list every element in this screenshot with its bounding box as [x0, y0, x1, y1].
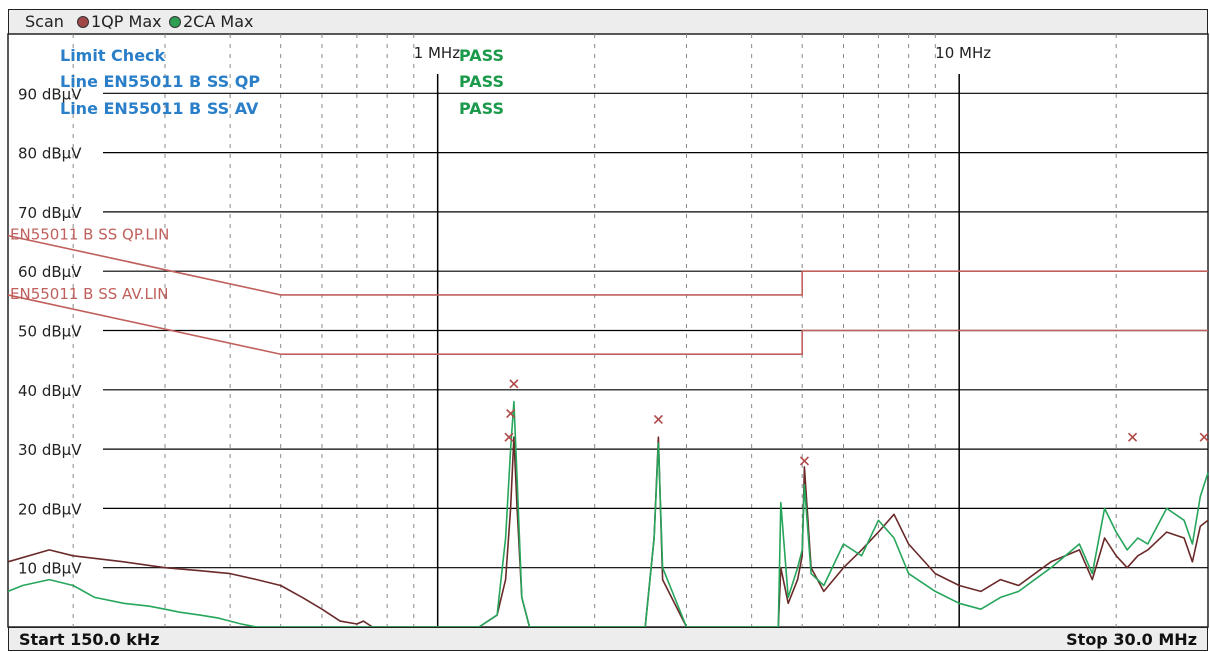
- peak-marker-stroke: [504, 432, 514, 442]
- y-tick-label: 30 dBµV: [18, 441, 82, 459]
- peak-marker-icon: [509, 379, 519, 389]
- x-tick-label: 10 MHz: [935, 44, 991, 62]
- legend-item-ca[interactable]: 2CA Max: [169, 12, 253, 31]
- peak-marker-icon: [506, 408, 516, 419]
- frequency-range-bar: Start 150.0 kHz Stop 30.0 MHz: [8, 627, 1208, 651]
- scan-header-bar: Scan 1QP Max 2CA Max: [8, 9, 1208, 35]
- legend-label-ca: 2CA Max: [183, 12, 254, 31]
- qp-trace-dot-icon: [77, 16, 89, 28]
- limit-check-row-qp-result: PASS: [459, 72, 504, 91]
- limit-line: [7, 294, 1208, 356]
- limit-lines: EN55011 B SS QP.LIN EN55011 B SS AV.LIN: [7, 226, 1208, 356]
- limit-check-row-qp-label: Line EN55011 B SS QP: [60, 72, 260, 91]
- y-tick-label: 60 dBµV: [18, 263, 82, 281]
- axis-labels: 1 MHz 10 MHz 90 dBµV 80 dBµV 70 dBµV 60 dBµV 5…: [18, 44, 991, 578]
- limit-check-title: Limit Check: [60, 46, 166, 65]
- peak-marker-stroke: [799, 456, 810, 466]
- y-tick-label: 50 dBµV: [18, 323, 82, 341]
- scan-label: Scan: [25, 12, 64, 31]
- limit-line-label: EN55011 B SS AV.LIN: [10, 285, 168, 303]
- y-tick-label: 40 dBµV: [18, 382, 82, 400]
- peak-marker-stroke: [1199, 432, 1209, 442]
- stop-frequency-label: Stop 30.0 MHz: [1066, 630, 1197, 649]
- peak-marker-stroke: [509, 379, 519, 389]
- y-tick-label: 10 dBµV: [18, 560, 82, 578]
- peak-marker-icon: [799, 456, 810, 466]
- y-tick-label: 80 dBµV: [18, 145, 82, 163]
- legend-label-qp: 1QP Max: [91, 12, 162, 31]
- limit-line-label: EN55011 B SS QP.LIN: [10, 226, 169, 244]
- start-frequency-label: Start 150.0 kHz: [19, 630, 160, 649]
- peak-markers: [504, 379, 1209, 466]
- limit-check-row-av-result: PASS: [459, 99, 504, 118]
- peak-marker-icon: [504, 432, 514, 442]
- limit-check-row-av-label: Line EN55011 B SS AV: [60, 99, 259, 118]
- limit-line: [7, 234, 1208, 296]
- y-tick-label: 70 dBµV: [18, 204, 82, 222]
- peak-marker-icon: [1199, 432, 1209, 442]
- ca-trace-dot-icon: [169, 16, 181, 28]
- x-tick-label: 1 MHz: [414, 44, 461, 62]
- peak-marker-icon: [653, 414, 663, 425]
- y-tick-label: 90 dBµV: [18, 85, 82, 103]
- limit-check-panel: Limit Check Line EN55011 B SS QP Line EN…: [60, 46, 504, 118]
- limit-check-overall-result: PASS: [459, 46, 504, 65]
- peak-marker-icon: [1127, 432, 1138, 442]
- peak-marker-stroke: [1127, 432, 1138, 442]
- y-tick-label: 20 dBµV: [18, 500, 82, 518]
- peak-marker-stroke: [506, 408, 516, 419]
- peak-marker-stroke: [653, 414, 663, 425]
- legend-item-qp[interactable]: 1QP Max: [77, 12, 162, 31]
